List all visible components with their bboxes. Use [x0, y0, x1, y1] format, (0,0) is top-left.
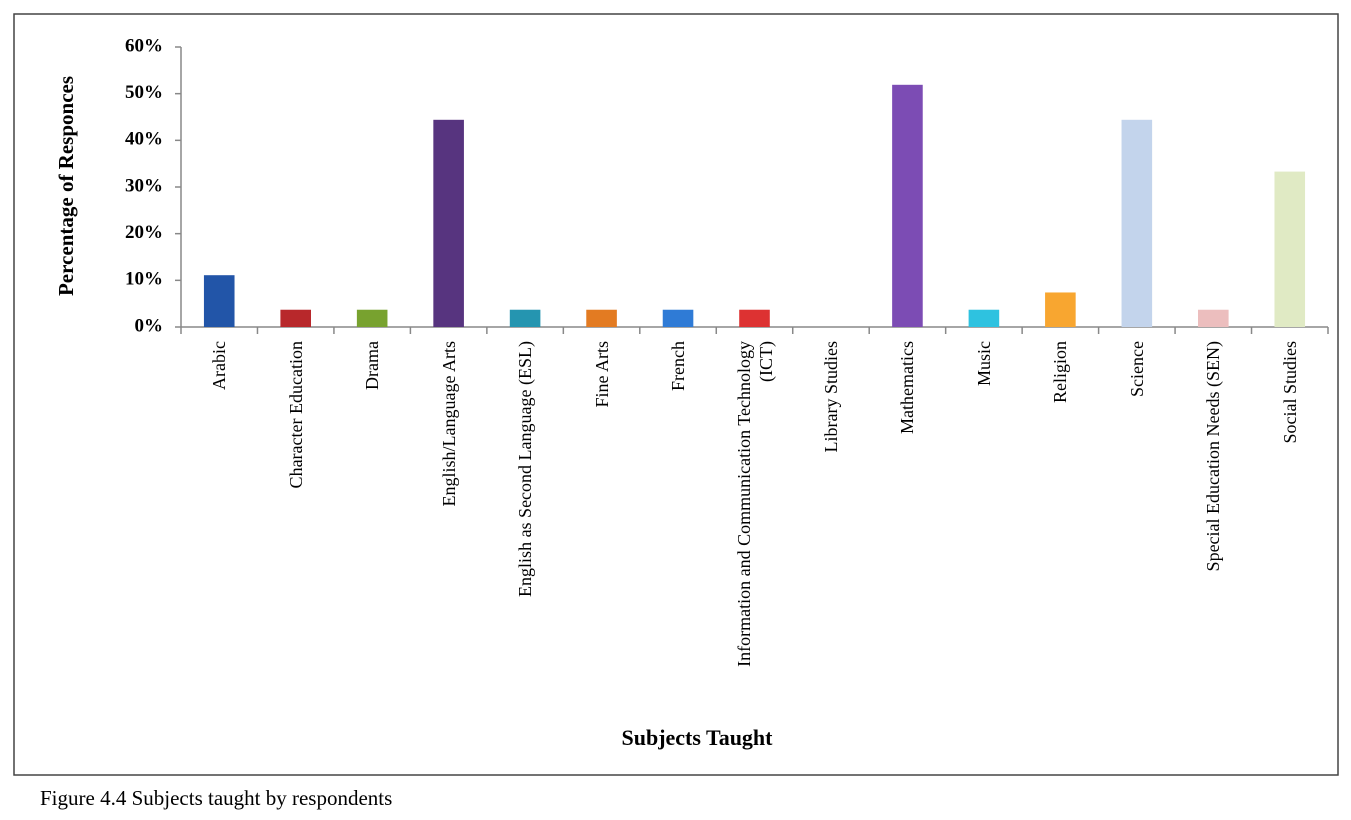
bar: [433, 119, 464, 327]
x-tick-label: Drama: [362, 341, 383, 390]
bar: [739, 309, 770, 327]
x-tick-label: Social Studies: [1279, 341, 1300, 444]
x-tick-label: Religion: [1050, 341, 1071, 403]
x-tick-label: Mathematics: [897, 341, 918, 434]
y-tick-label: 40%: [125, 129, 163, 150]
bar: [356, 309, 388, 327]
y-tick-label: 20%: [125, 222, 163, 243]
x-tick-label: Music: [973, 341, 994, 386]
bar: [1198, 309, 1229, 327]
x-tick-label: Fine Arts: [591, 341, 612, 408]
bar: [509, 309, 541, 327]
chart-border: [13, 13, 1339, 776]
figure-caption: Figure 4.4 Subjects taught by respondent…: [40, 786, 393, 810]
bar: [586, 309, 617, 327]
x-tick-label: Special Education Needs (SEN): [1203, 341, 1224, 572]
bar: [1274, 171, 1306, 327]
x-axis-title: Subjects Taught: [621, 725, 773, 750]
x-tick-label: Arabic: [209, 341, 230, 390]
x-tick-label: English/Language Arts: [438, 341, 459, 507]
bar: [662, 309, 694, 327]
x-tick-label: Information and Communication Technology…: [733, 341, 776, 667]
bar: [968, 309, 1000, 327]
x-tick-label: English as Second Language (ESL): [515, 341, 536, 597]
y-tick-label: 30%: [125, 175, 163, 196]
x-tick-label: Character Education: [285, 341, 306, 489]
bar: [1121, 119, 1153, 327]
bar: [203, 275, 235, 327]
bar: [892, 84, 923, 327]
x-tick-label: Library Studies: [820, 341, 841, 453]
y-tick-label: 60%: [125, 35, 163, 56]
bar: [1045, 292, 1076, 327]
y-axis-title: Percentage of Responces: [54, 76, 78, 296]
x-tick-label: Science: [1126, 341, 1147, 397]
y-tick-label: 0%: [135, 315, 164, 336]
bar: [280, 309, 311, 327]
y-tick-label: 50%: [125, 82, 163, 103]
x-tick-label: French: [668, 341, 689, 391]
y-tick-label: 10%: [125, 269, 163, 290]
